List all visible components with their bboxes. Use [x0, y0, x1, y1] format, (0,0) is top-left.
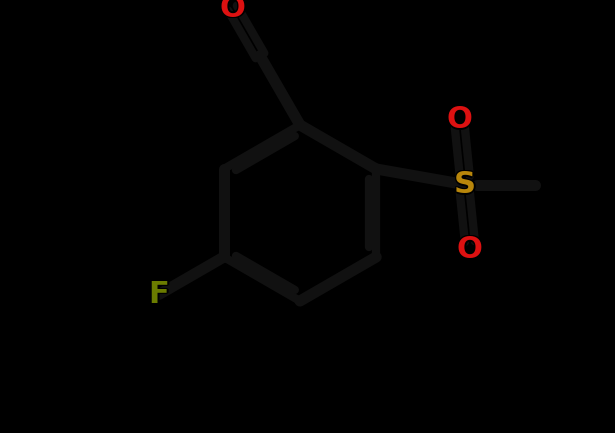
Text: O: O: [448, 105, 474, 134]
Text: O: O: [446, 104, 472, 133]
Text: O: O: [220, 0, 245, 21]
Text: F: F: [149, 279, 170, 308]
Text: S: S: [455, 169, 477, 198]
Text: F: F: [148, 281, 169, 310]
Text: O: O: [220, 0, 245, 23]
Text: F: F: [150, 280, 171, 309]
Text: S: S: [453, 171, 475, 200]
Text: O: O: [220, 0, 245, 24]
Text: O: O: [458, 236, 484, 265]
Text: O: O: [456, 234, 482, 263]
Text: O: O: [457, 235, 483, 264]
Text: O: O: [457, 236, 483, 265]
Text: S: S: [454, 171, 476, 200]
Text: O: O: [218, 0, 244, 23]
Text: F: F: [148, 281, 169, 310]
Text: O: O: [218, 0, 244, 23]
Text: S: S: [454, 170, 476, 199]
Text: O: O: [448, 106, 474, 135]
Text: F: F: [148, 280, 169, 309]
Text: S: S: [455, 170, 477, 199]
Text: F: F: [147, 280, 168, 309]
Text: S: S: [453, 169, 475, 198]
Text: O: O: [218, 0, 244, 22]
Text: O: O: [445, 105, 471, 134]
Text: O: O: [455, 235, 482, 264]
Text: O: O: [221, 0, 247, 23]
Text: O: O: [447, 103, 473, 132]
Text: F: F: [148, 279, 169, 308]
Text: O: O: [458, 235, 484, 264]
Text: S: S: [455, 171, 477, 200]
Text: S: S: [454, 168, 476, 197]
Text: O: O: [448, 104, 474, 133]
Text: O: O: [447, 107, 473, 136]
Text: F: F: [148, 278, 169, 307]
Text: O: O: [221, 0, 247, 22]
Text: O: O: [458, 234, 484, 263]
Text: O: O: [221, 0, 247, 23]
Text: F: F: [149, 281, 170, 310]
Text: O: O: [446, 106, 472, 135]
Text: S: S: [453, 170, 474, 199]
Text: O: O: [447, 105, 473, 134]
Text: O: O: [456, 236, 482, 265]
Text: O: O: [457, 234, 483, 263]
